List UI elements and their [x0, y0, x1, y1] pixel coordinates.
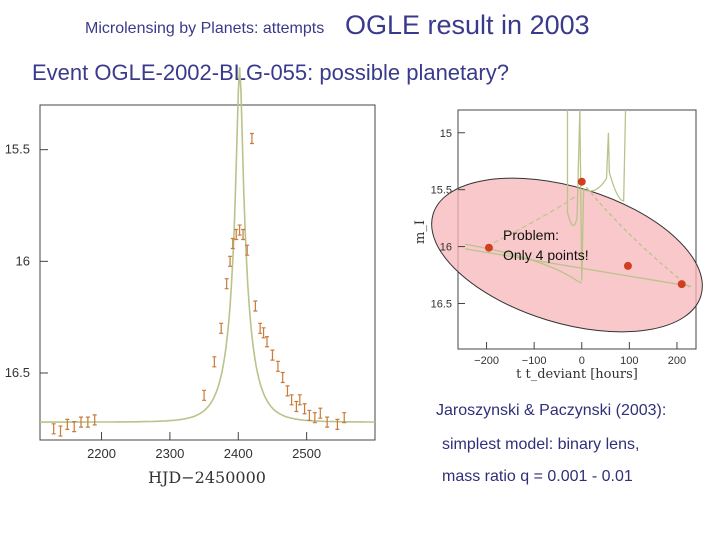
annotation-line: Problem:: [503, 227, 559, 243]
data-point: [230, 237, 235, 250]
y-tick-label: 15.5: [5, 142, 30, 157]
y-axis-label: m_I: [413, 220, 428, 244]
data-point: [224, 278, 229, 290]
annotation-line: Only 4 points!: [503, 247, 589, 263]
data-point: [275, 360, 280, 372]
model-curve: [566, 109, 581, 226]
data-point: [51, 423, 56, 435]
data-point: [212, 356, 217, 368]
data-point: [202, 389, 207, 401]
reference-line-3: mass ratio q = 0.001 - 0.01: [442, 468, 633, 485]
data-point: [79, 416, 84, 428]
slide-title: OGLE result in 2003: [345, 10, 590, 40]
x-axis-label: HJD−2450000: [148, 468, 266, 487]
y-tick-label: 15: [440, 128, 452, 140]
data-point: [312, 412, 317, 424]
data-point: [245, 244, 250, 256]
x-tick-label: 100: [620, 355, 638, 367]
data-point: [335, 418, 340, 430]
x-tick-label: 2500: [292, 446, 321, 461]
data-point: [677, 280, 686, 289]
x-tick-label: 0: [579, 355, 585, 367]
data-point: [289, 394, 294, 406]
data-point: [307, 409, 312, 422]
y-tick-label: 15.5: [431, 185, 452, 197]
x-tick-label: −200: [474, 355, 499, 367]
data-point: [237, 224, 242, 236]
data-point: [280, 371, 285, 384]
x-tick-label: −100: [522, 355, 547, 367]
data-point: [85, 416, 90, 428]
slide-title-small: Microlensing by Planets: attempts: [85, 20, 325, 37]
data-point: [261, 327, 266, 339]
model-curve: [581, 181, 692, 290]
y-tick-label: 16: [16, 253, 30, 268]
x-axis-label: t t_deviant [hours]: [516, 367, 638, 382]
data-point: [285, 385, 290, 397]
data-point: [58, 425, 63, 437]
y-tick-label: 16.5: [5, 365, 30, 380]
slide-subtitle: Event OGLE-2002-BLG-055: possible planet…: [32, 60, 509, 85]
model-curve: [579, 109, 627, 281]
data-point: [249, 132, 254, 145]
data-point: [325, 416, 330, 428]
x-tick-label: 2400: [224, 446, 253, 461]
model-curve: [465, 243, 583, 284]
data-point: [270, 349, 275, 361]
model-curve: [486, 194, 578, 248]
reference-line-2: simplest model: binary lens,: [442, 436, 640, 453]
data-point: [342, 412, 347, 424]
data-point: [302, 403, 307, 415]
x-tick-label: 200: [668, 355, 686, 367]
data-point: [258, 322, 263, 334]
data-point: [92, 414, 97, 426]
data-point: [219, 322, 224, 334]
y-tick-label: 16: [440, 242, 452, 254]
data-point: [294, 400, 299, 413]
data-point: [228, 255, 233, 267]
plot-frame: [39, 104, 376, 441]
data-point: [65, 418, 70, 430]
data-point: [318, 407, 323, 419]
data-point: [253, 300, 258, 312]
y-tick-label: 16.5: [431, 298, 452, 310]
data-point: [623, 261, 632, 270]
data-point: [484, 243, 493, 252]
data-point: [72, 421, 77, 433]
model-curve: [40, 67, 375, 423]
x-tick-label: 2200: [87, 446, 116, 461]
data-point: [241, 228, 246, 241]
data-point: [297, 394, 302, 406]
data-point: [234, 228, 239, 241]
data-point: [264, 336, 269, 348]
reference-line-1: Jaroszynski & Paczynski (2003):: [436, 402, 667, 419]
x-tick-label: 2300: [155, 446, 184, 461]
data-point: [577, 177, 586, 186]
highlight-ellipse: [431, 177, 703, 333]
model-curve: [465, 248, 692, 288]
